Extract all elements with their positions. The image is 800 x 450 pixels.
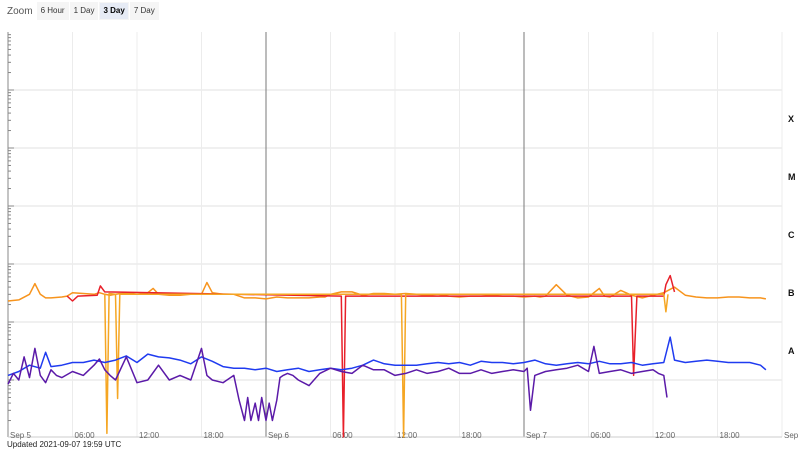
flare-class-label: M [788, 172, 796, 182]
zoom-label: Zoom [7, 5, 33, 17]
flare-class-label: X [788, 114, 794, 124]
flare-class-label: A [788, 346, 795, 356]
x-tick-label: Sep 6 [268, 431, 289, 440]
flare-class-label: B [788, 288, 795, 298]
x-tick-label: Sep 7 [526, 431, 547, 440]
zoom-3-day-button[interactable]: 3 Day [99, 2, 129, 20]
updated-timestamp: Updated 2021-09-07 19:59 UTC [7, 440, 122, 449]
series-line-short_lower [7, 345, 668, 422]
x-tick-label: 12:00 [397, 431, 418, 440]
x-tick-label: 12:00 [139, 431, 160, 440]
x-tick-label: 18:00 [462, 431, 483, 440]
zoom-7-day-button[interactable]: 7 Day [129, 2, 159, 20]
zoom-bar: Zoom 6 Hour 1 Day 3 Day 7 Day [0, 0, 160, 22]
x-tick-label: 12:00 [655, 431, 676, 440]
x-tick-label: 06:00 [75, 431, 96, 440]
x-tick-label: 06:00 [591, 431, 612, 440]
x-tick-label: Sep 5 [10, 431, 31, 440]
x-tick-label: 18:00 [204, 431, 225, 440]
x-tick-label: 18:00 [720, 431, 741, 440]
series-line-long_flagged [66, 274, 676, 438]
series-line-short_upper [7, 336, 767, 377]
flare-class-label: C [788, 230, 795, 240]
series-line-short_flagged [104, 292, 669, 438]
x-tick-label: Sep 8 [784, 431, 800, 440]
zoom-1-day-button[interactable]: 1 Day [69, 2, 99, 20]
zoom-6-hour-button[interactable]: 6 Hour [36, 2, 69, 20]
